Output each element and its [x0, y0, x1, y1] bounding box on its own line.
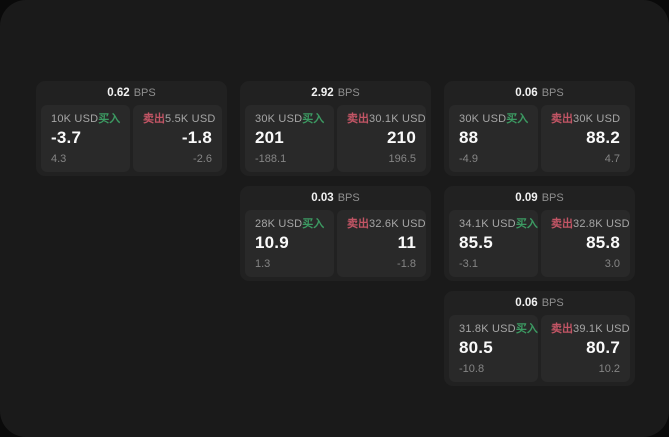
quote-card: 0.06 BPS 30K USD 买入 88 -4.9 卖出 30K USD [444, 81, 635, 176]
sell-amount: 30.1K USD [369, 113, 426, 125]
sell-label: 卖出 [551, 218, 573, 230]
sell-price: -1.8 [181, 128, 212, 147]
sell-price: 210 [387, 128, 416, 147]
quote-body: 30K USD 买入 88 -4.9 卖出 30K USD 88.2 4.7 [444, 105, 635, 176]
sell-amount: 39.1K USD [573, 323, 630, 335]
sell-panel[interactable]: 卖出 30K USD 88.2 4.7 [541, 105, 630, 172]
buy-price: 10.9 [255, 233, 289, 252]
buy-amount: 30K USD [255, 113, 303, 125]
sell-amount: 30K USD [573, 113, 621, 125]
sell-label: 卖出 [347, 218, 369, 230]
sell-panel[interactable]: 卖出 5.5K USD -1.8 -2.6 [133, 105, 222, 172]
sell-sub-value: -2.6 [193, 153, 212, 165]
sell-label: 卖出 [143, 113, 165, 125]
sell-panel[interactable]: 卖出 30.1K USD 210 196.5 [337, 105, 426, 172]
bps-value: 0.03 [311, 192, 334, 204]
sell-amount: 5.5K USD [165, 113, 216, 125]
sell-label: 卖出 [551, 113, 573, 125]
bps-unit: BPS [541, 297, 564, 309]
buy-price: 85.5 [459, 233, 493, 252]
bps-value: 0.06 [515, 87, 538, 99]
sell-sub-value: -1.8 [397, 258, 416, 270]
buy-panel[interactable]: 30K USD 买入 201 -188.1 [245, 105, 334, 172]
sell-panel[interactable]: 卖出 32.8K USD 85.8 3.0 [541, 210, 630, 277]
buy-panel[interactable]: 28K USD 买入 10.9 1.3 [245, 210, 334, 277]
bps-header: 0.09 BPS [444, 186, 635, 210]
bps-value: 0.62 [107, 87, 130, 99]
bps-header: 0.03 BPS [240, 186, 431, 210]
quote-body: 31.8K USD 买入 80.5 -10.8 卖出 39.1K USD 80.… [444, 315, 635, 386]
bps-value: 2.92 [311, 87, 334, 99]
buy-label: 买入 [515, 323, 538, 335]
quote-body: 30K USD 买入 201 -188.1 卖出 30.1K USD 210 1… [240, 105, 431, 176]
quote-card: 0.06 BPS 31.8K USD 买入 80.5 -10.8 卖出 39.1… [444, 291, 635, 386]
buy-amount: 28K USD [255, 218, 303, 230]
buy-sub-value: -10.8 [459, 363, 485, 375]
buy-label: 买入 [98, 113, 121, 125]
sell-price: 88.2 [586, 128, 620, 147]
buy-sub-value: -4.9 [459, 153, 478, 165]
bps-header: 2.92 BPS [240, 81, 431, 105]
bps-value: 0.09 [515, 192, 538, 204]
buy-label: 买入 [302, 218, 325, 230]
bps-unit: BPS [133, 87, 156, 99]
buy-sub-value: -3.1 [459, 258, 478, 270]
buy-label: 买入 [302, 113, 325, 125]
buy-price: -3.7 [51, 128, 82, 147]
buy-panel[interactable]: 10K USD 买入 -3.7 4.3 [41, 105, 130, 172]
bps-header: 0.06 BPS [444, 81, 635, 105]
sell-sub-value: 196.5 [388, 153, 416, 165]
sell-sub-value: 10.2 [598, 363, 620, 375]
quote-card: 0.62 BPS 10K USD 买入 -3.7 4.3 卖出 5.5K USD [36, 81, 227, 176]
sell-price: 11 [397, 233, 416, 252]
quote-body: 28K USD 买入 10.9 1.3 卖出 32.6K USD 11 -1.8 [240, 210, 431, 281]
buy-label: 买入 [515, 218, 538, 230]
sell-label: 卖出 [347, 113, 369, 125]
sell-price: 85.8 [586, 233, 620, 252]
buy-amount: 31.8K USD [459, 323, 516, 335]
bps-unit: BPS [337, 192, 360, 204]
bps-unit: BPS [337, 87, 360, 99]
quote-body: 34.1K USD 买入 85.5 -3.1 卖出 32.8K USD 85.8… [444, 210, 635, 281]
buy-amount: 10K USD [51, 113, 99, 125]
sell-amount: 32.6K USD [369, 218, 426, 230]
buy-sub-value: 1.3 [255, 258, 271, 270]
sell-sub-value: 4.7 [604, 153, 620, 165]
quote-body: 10K USD 买入 -3.7 4.3 卖出 5.5K USD -1.8 -2.… [36, 105, 227, 176]
buy-amount: 30K USD [459, 113, 507, 125]
buy-amount: 34.1K USD [459, 218, 516, 230]
sell-panel[interactable]: 卖出 39.1K USD 80.7 10.2 [541, 315, 630, 382]
bps-value: 0.06 [515, 297, 538, 309]
bps-unit: BPS [541, 192, 564, 204]
sell-label: 卖出 [551, 323, 573, 335]
buy-label: 买入 [506, 113, 529, 125]
quote-board: 0.62 BPS 10K USD 买入 -3.7 4.3 卖出 5.5K USD [36, 81, 635, 386]
quote-card: 2.92 BPS 30K USD 买入 201 -188.1 卖出 30.1K … [240, 81, 431, 176]
bps-header: 0.06 BPS [444, 291, 635, 315]
bps-unit: BPS [541, 87, 564, 99]
buy-sub-value: 4.3 [51, 153, 67, 165]
buy-price: 88 [459, 128, 479, 147]
bps-header: 0.62 BPS [36, 81, 227, 105]
quote-card: 0.03 BPS 28K USD 买入 10.9 1.3 卖出 32.6K US… [240, 186, 431, 281]
buy-panel[interactable]: 31.8K USD 买入 80.5 -10.8 [449, 315, 538, 382]
sell-panel[interactable]: 卖出 32.6K USD 11 -1.8 [337, 210, 426, 277]
sell-price: 80.7 [586, 338, 620, 357]
buy-panel[interactable]: 30K USD 买入 88 -4.9 [449, 105, 538, 172]
buy-sub-value: -188.1 [255, 153, 287, 165]
buy-price: 201 [255, 128, 284, 147]
buy-price: 80.5 [459, 338, 493, 357]
buy-panel[interactable]: 34.1K USD 买入 85.5 -3.1 [449, 210, 538, 277]
quote-card: 0.09 BPS 34.1K USD 买入 85.5 -3.1 卖出 32.8K… [444, 186, 635, 281]
sell-sub-value: 3.0 [604, 258, 620, 270]
sell-amount: 32.8K USD [573, 218, 630, 230]
